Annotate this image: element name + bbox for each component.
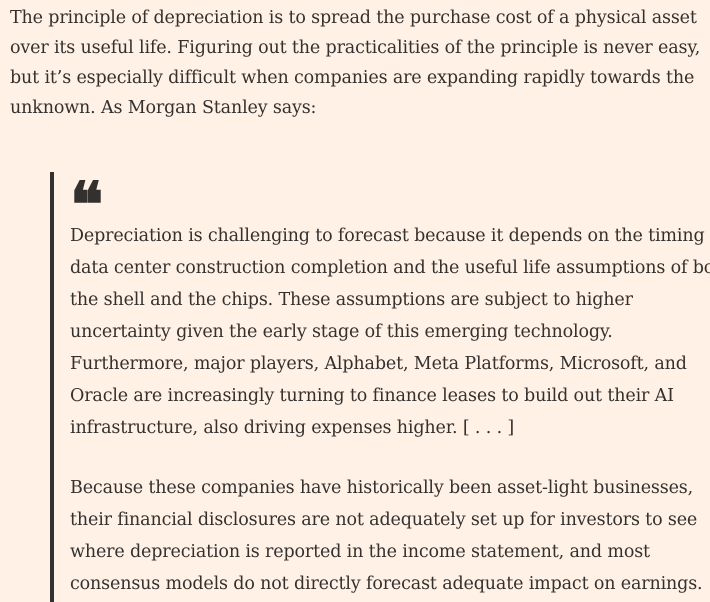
blockquote: ❝ Depreciation is challenging to forecas… (50, 172, 710, 602)
quote-mark-icon: ❝ (70, 168, 103, 241)
intro-paragraph: The principle of depreciation is to spre… (10, 8, 701, 118)
article-body: The principle of depreciation is to spre… (10, 8, 710, 602)
quote-paragraph-2: Because these companies have historicall… (70, 478, 703, 594)
quote-paragraph-1: Depreciation is challenging to forecast … (70, 226, 710, 438)
